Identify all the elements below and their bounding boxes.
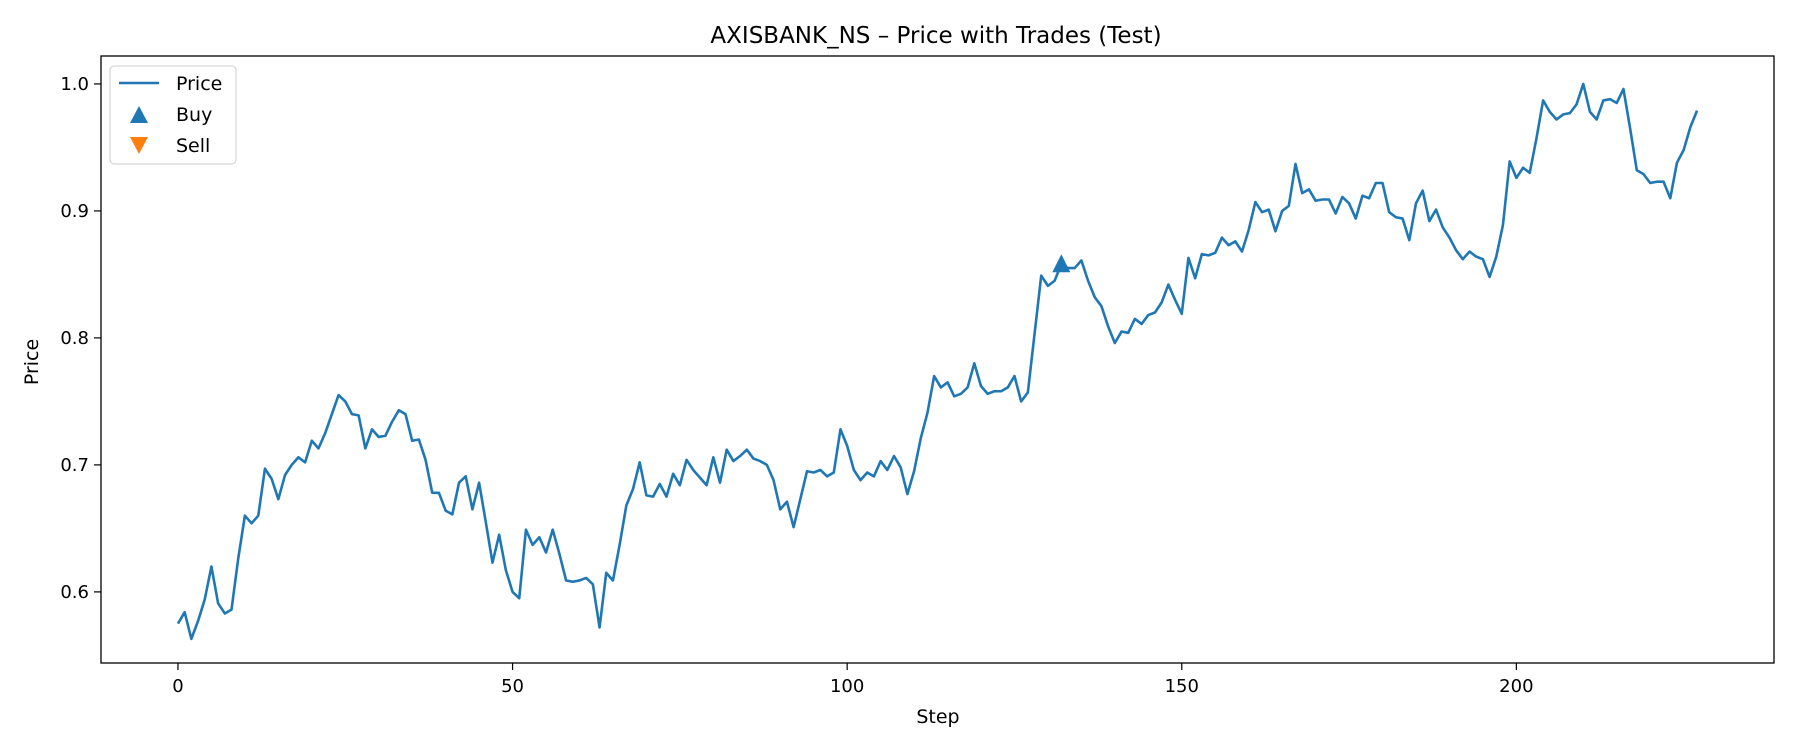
y-tick-label: 0.9 bbox=[60, 201, 89, 222]
x-tick-label: 50 bbox=[501, 676, 524, 697]
x-tick-label: 200 bbox=[1499, 676, 1533, 697]
y-tick-label: 0.8 bbox=[60, 328, 89, 349]
y-axis-ticks: 0.6 0.7 0.8 0.9 1.0 bbox=[60, 74, 101, 603]
y-tick-label: 0.6 bbox=[60, 582, 89, 603]
chart-title: AXISBANK_NS – Price with Trades (Test) bbox=[710, 23, 1161, 49]
x-tick-label: 100 bbox=[830, 676, 864, 697]
plot-area bbox=[176, 82, 1699, 641]
legend: Price Buy Sell bbox=[109, 65, 237, 165]
legend-buy-label: Buy bbox=[176, 104, 212, 126]
price-series-line bbox=[176, 82, 1699, 641]
legend-sell-marker bbox=[130, 137, 148, 154]
y-tick-label: 1.0 bbox=[60, 74, 89, 95]
buy-marker bbox=[1052, 254, 1071, 273]
legend-buy-marker bbox=[130, 106, 148, 123]
y-axis-label: Price bbox=[21, 339, 43, 385]
x-tick-label: 0 bbox=[172, 676, 183, 697]
y-tick-label: 0.7 bbox=[60, 455, 89, 476]
axes-frame bbox=[100, 55, 1775, 664]
legend-sell-label: Sell bbox=[176, 135, 210, 157]
x-axis-ticks: 0 50 100 150 200 bbox=[172, 663, 1534, 697]
legend-price-label: Price bbox=[176, 73, 222, 95]
x-tick-label: 150 bbox=[1165, 676, 1199, 697]
x-axis-label: Step bbox=[916, 706, 959, 728]
